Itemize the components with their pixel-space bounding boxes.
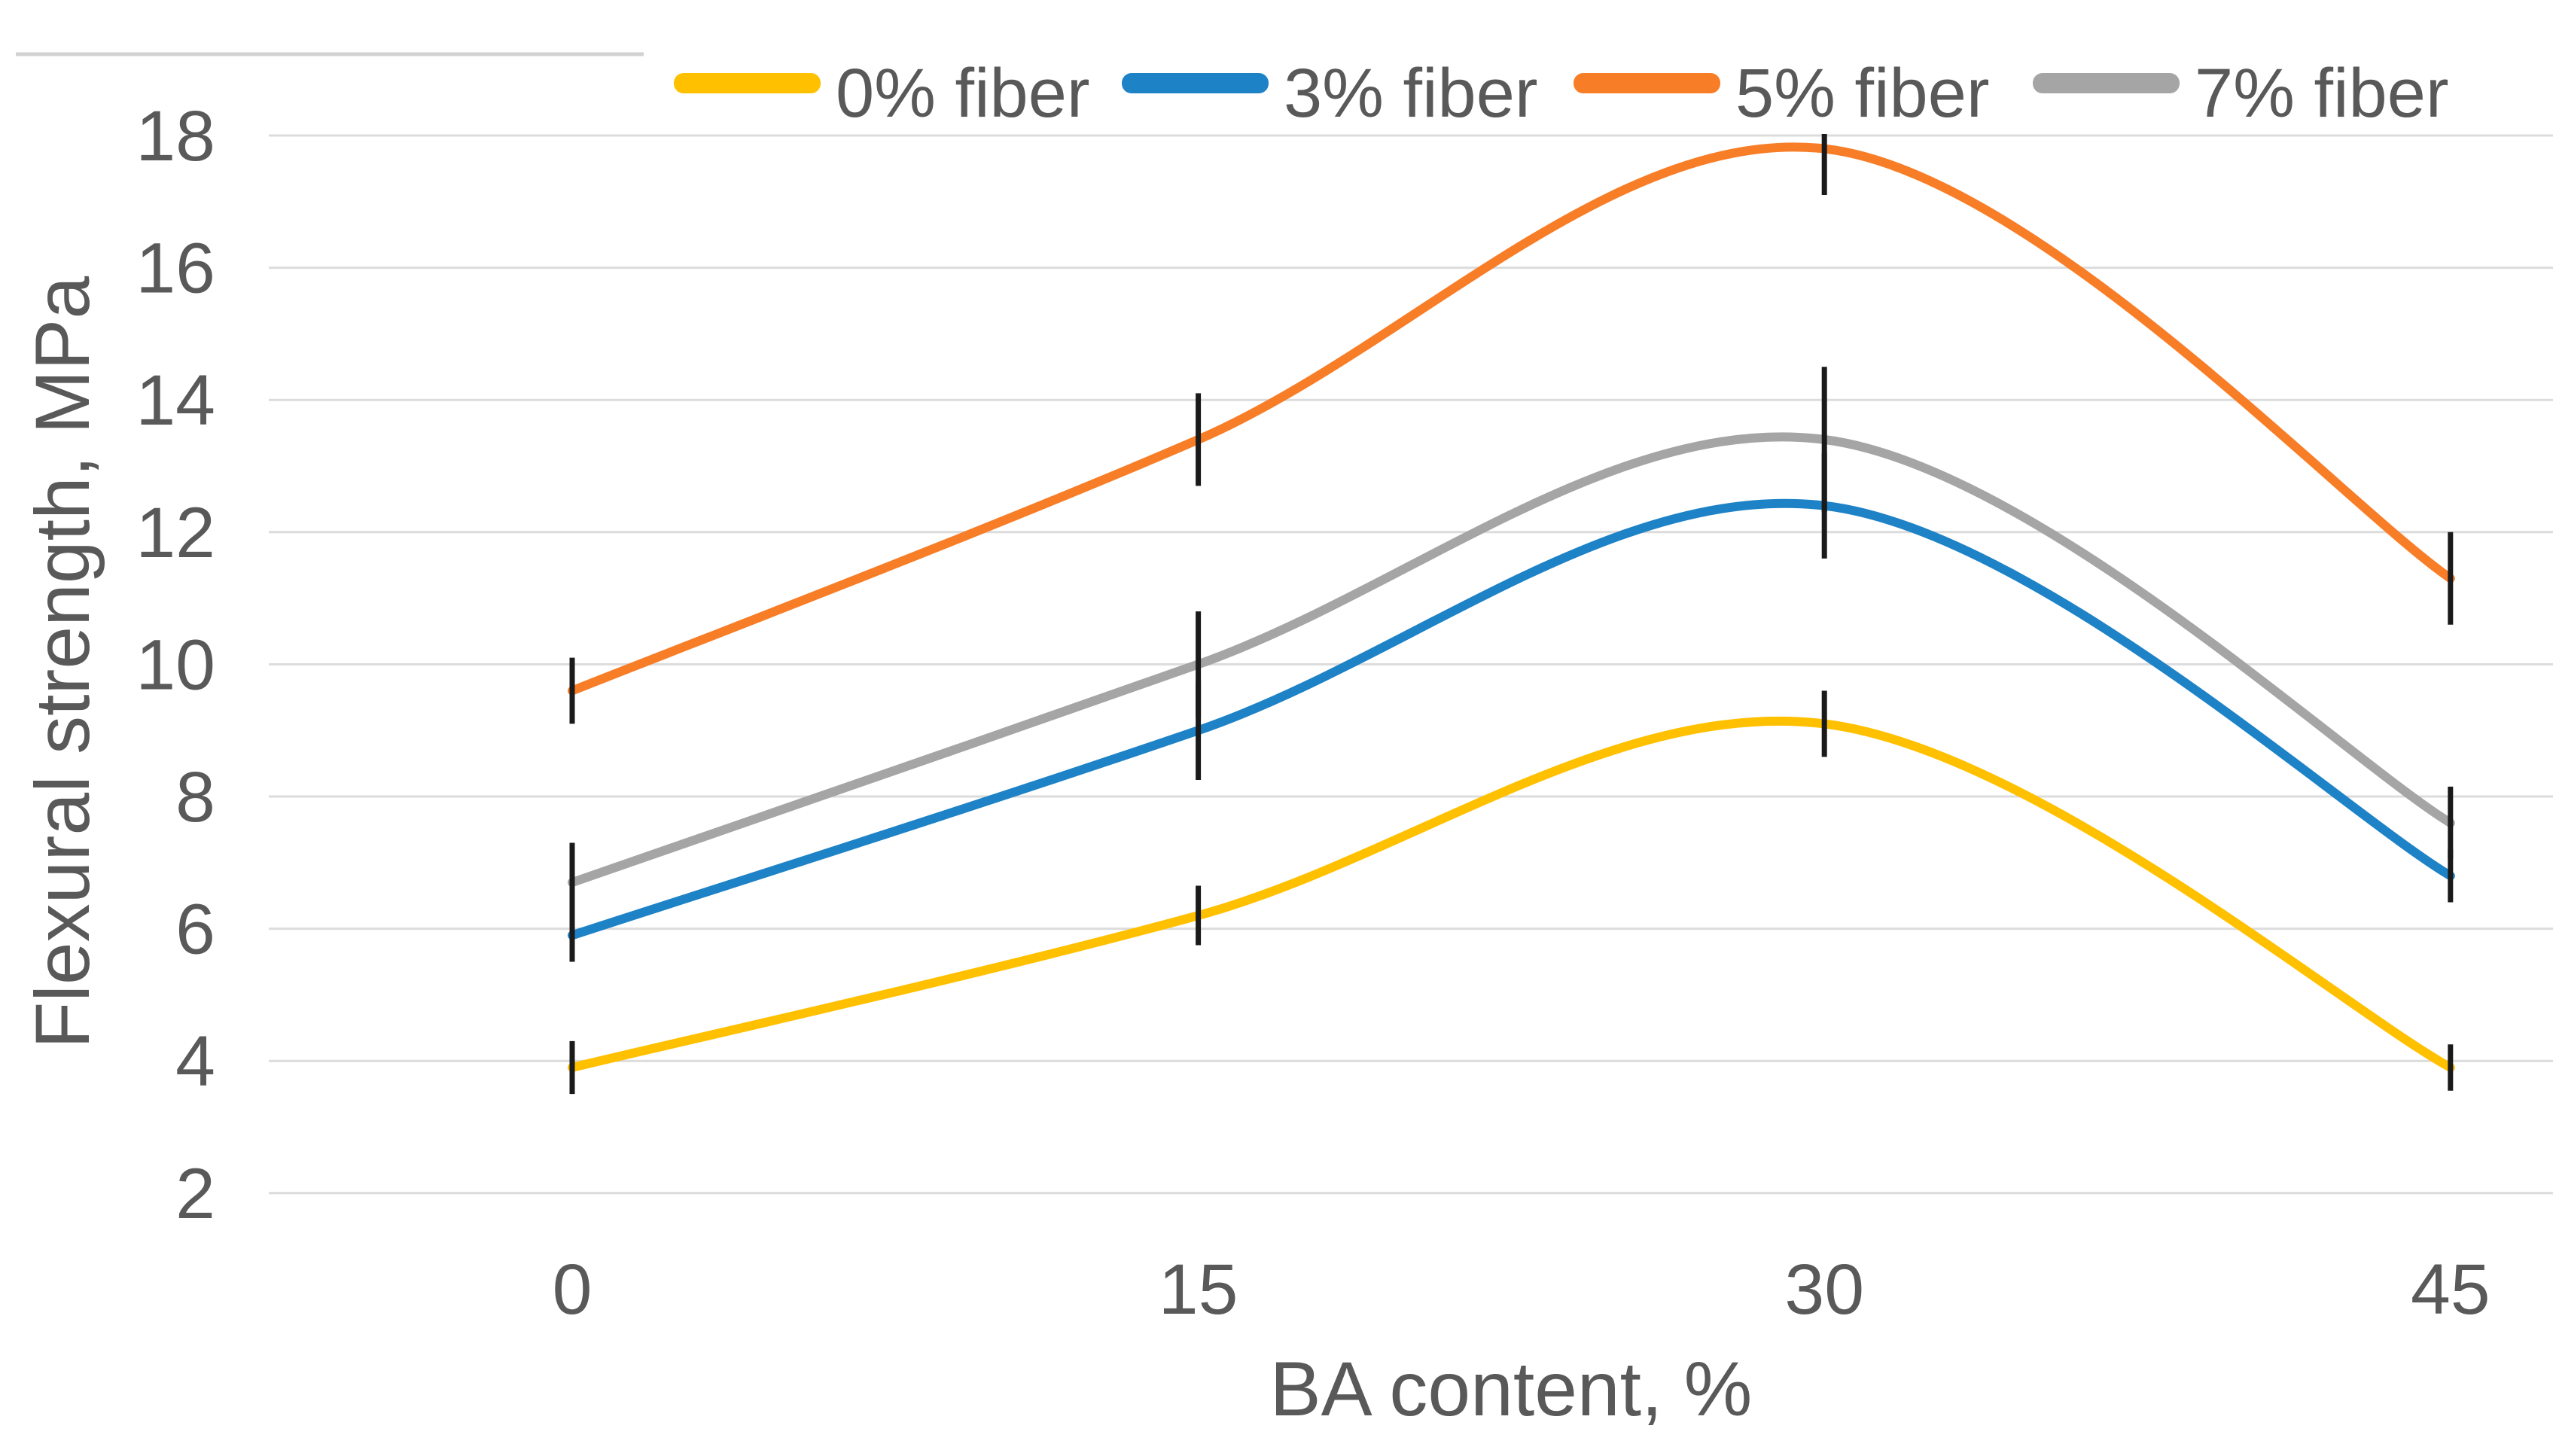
legend-item: 3% fiber — [1122, 55, 1538, 132]
legend-swatch — [1574, 73, 1720, 93]
y-tick-label: 10 — [136, 625, 215, 705]
legend-label: 3% fiber — [1284, 55, 1538, 132]
legend: 0% fiber 3% fiber 5% fiber 7% fiber — [644, 42, 2553, 134]
gridlines — [269, 134, 2553, 1195]
series-line-5-fiber — [568, 142, 2455, 696]
y-axis-tick-labels: 18 16 14 12 10 8 6 4 2 — [136, 96, 215, 1234]
x-axis-title: BA content, % — [1270, 1346, 1753, 1432]
axis-titles: BA content, % Flexural strength, MPa — [20, 276, 1752, 1432]
legend-swatch — [2033, 73, 2180, 93]
y-tick-label: 2 — [175, 1154, 215, 1234]
legend-item: 5% fiber — [1574, 55, 1990, 132]
error-bars — [569, 102, 2454, 1095]
series-line-0-fiber — [568, 716, 2455, 1072]
y-tick-label: 6 — [175, 890, 215, 970]
y-tick-label: 4 — [175, 1022, 215, 1101]
y-tick-label: 14 — [136, 361, 215, 440]
series-lines — [568, 142, 2455, 1072]
y-tick-label: 12 — [136, 493, 215, 573]
series-line-7-fiber — [568, 432, 2455, 888]
y-axis-title: Flexural strength, MPa — [20, 276, 105, 1049]
y-tick-label: 16 — [136, 229, 215, 309]
x-tick-label: 45 — [2411, 1250, 2491, 1330]
x-axis-tick-labels: 0 15 30 45 — [553, 1250, 2491, 1330]
y-tick-label: 8 — [175, 757, 215, 837]
legend-item: 7% fiber — [2033, 55, 2449, 132]
x-tick-label: 30 — [1784, 1250, 1864, 1330]
legend-label: 0% fiber — [836, 55, 1090, 132]
legend-swatch — [1122, 73, 1269, 93]
series-line-3-fiber — [568, 498, 2455, 940]
legend-label: 7% fiber — [2195, 55, 2449, 132]
legend-label: 5% fiber — [1735, 55, 1990, 132]
legend-item: 0% fiber — [674, 55, 1090, 132]
x-tick-label: 15 — [1159, 1250, 1238, 1330]
legend-swatch — [674, 73, 821, 93]
x-tick-label: 0 — [553, 1250, 593, 1330]
y-tick-label: 18 — [136, 96, 215, 176]
